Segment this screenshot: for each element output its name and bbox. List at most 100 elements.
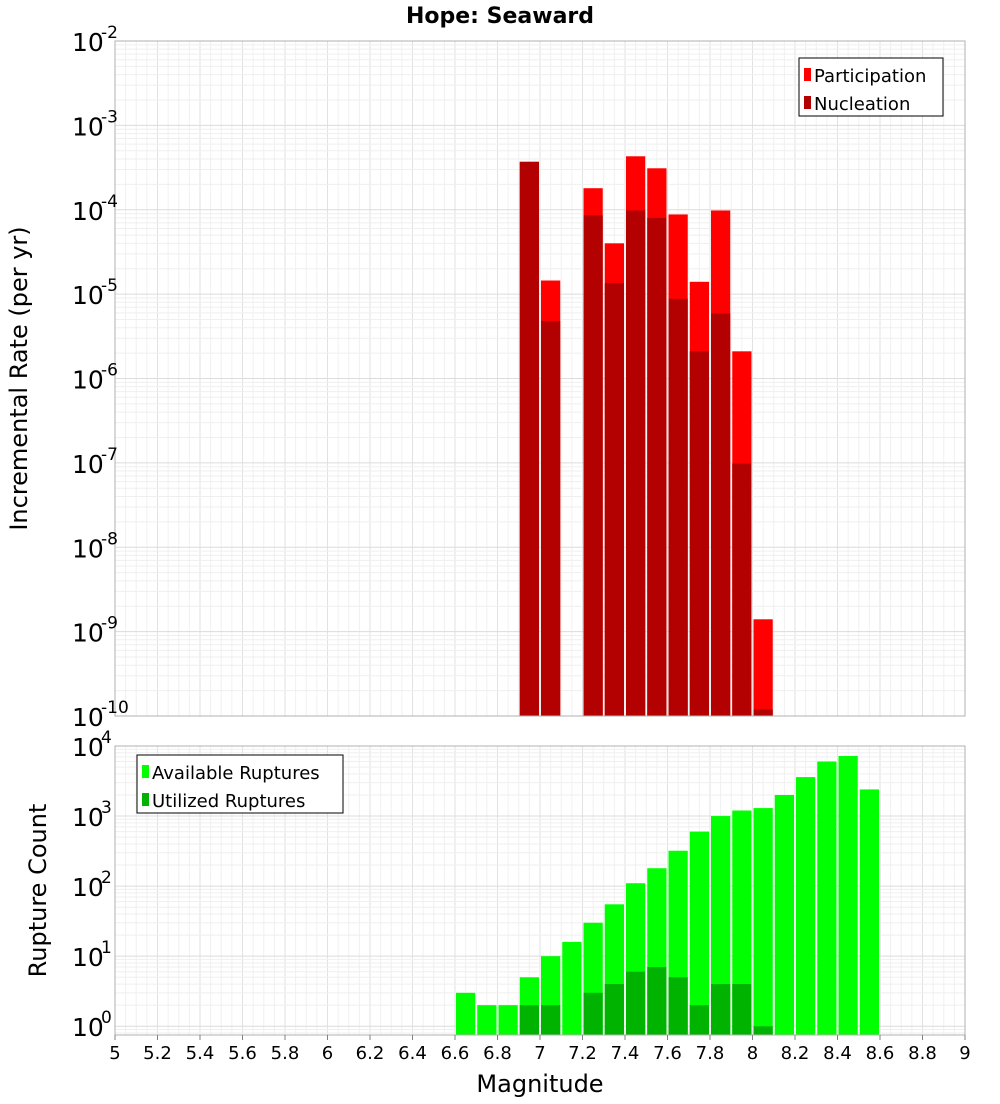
y-tick-base: 10 bbox=[72, 733, 104, 762]
top-plot-frame bbox=[114, 40, 966, 717]
rate-y-tick-label: 10-3 bbox=[72, 107, 118, 141]
x-tick-label: 9 bbox=[959, 1043, 970, 1064]
y-tick-base: 10 bbox=[72, 534, 104, 563]
count-bar bbox=[711, 816, 731, 1035]
x-tick-label: 7.8 bbox=[696, 1043, 725, 1064]
rate-bar bbox=[583, 215, 603, 717]
y-tick-exponent: 0 bbox=[101, 1008, 112, 1028]
count-bar bbox=[859, 789, 879, 1035]
rate-bar bbox=[604, 283, 624, 716]
legend-swatch bbox=[142, 765, 149, 778]
count-series-primary bbox=[456, 755, 879, 1035]
x-tick-label: 5 bbox=[109, 1043, 120, 1064]
y-tick-base: 10 bbox=[72, 281, 104, 310]
count-bar bbox=[668, 977, 688, 1035]
count-bar bbox=[732, 810, 752, 1035]
count-bar bbox=[732, 984, 752, 1035]
x-tick-label: 6.2 bbox=[356, 1043, 385, 1064]
rate-y-tick-label: 10-4 bbox=[72, 192, 118, 226]
rate-y-tick-label: 10-9 bbox=[72, 614, 118, 648]
x-tick-label: 8.2 bbox=[781, 1043, 810, 1064]
x-tick-label: 6.8 bbox=[483, 1043, 512, 1064]
count-bar bbox=[626, 971, 646, 1035]
rate-bar bbox=[689, 351, 709, 716]
rate-series-secondary bbox=[519, 161, 773, 717]
legend-label: Utilized Ruptures bbox=[152, 791, 305, 812]
count-bar bbox=[796, 777, 816, 1035]
x-axis-ticks: 5 5.2 5.4 5.6 5.8 6 6.2 6.4 6.6 6.8 7 7.2 7.4 7.6 7.8 8… bbox=[109, 1035, 971, 1064]
legend-box bbox=[798, 57, 944, 117]
count-bar bbox=[753, 808, 773, 1035]
x-tick-label: 5.2 bbox=[143, 1043, 172, 1064]
count-bar bbox=[838, 755, 858, 1035]
y-tick-exponent: 3 bbox=[101, 798, 112, 818]
y-tick-exponent: 1 bbox=[101, 938, 112, 958]
count-y-tick-label: 104 bbox=[72, 728, 112, 762]
y-tick-exponent: -2 bbox=[101, 23, 118, 43]
legend-label: Participation bbox=[814, 66, 926, 87]
count-bar bbox=[562, 941, 582, 1035]
y-tick-base: 10 bbox=[72, 197, 104, 226]
y-axis-label-bottom: Rupture Count bbox=[24, 804, 52, 978]
rate-y-tick-label: 10-10 bbox=[72, 698, 129, 732]
rate-y-tick-label: 10-2 bbox=[72, 23, 118, 57]
rate-bar bbox=[519, 161, 539, 716]
y-tick-base: 10 bbox=[72, 703, 104, 732]
top-legend: Participation Nucleation bbox=[798, 57, 944, 117]
count-bar bbox=[477, 1005, 497, 1035]
y-tick-base: 10 bbox=[72, 1013, 104, 1042]
bottom-legend: Available Ruptures Utilized Ruptures bbox=[136, 754, 344, 814]
count-y-tick-label: 102 bbox=[72, 868, 112, 902]
rate-y-tick-label: 10-7 bbox=[72, 445, 118, 479]
x-tick-label: 5.6 bbox=[228, 1043, 257, 1064]
x-tick-label: 7.6 bbox=[653, 1043, 682, 1064]
y-tick-base: 10 bbox=[72, 943, 104, 972]
legend-swatch bbox=[804, 96, 811, 109]
count-bar bbox=[583, 992, 603, 1035]
y-tick-exponent: -7 bbox=[101, 445, 118, 465]
legend-box bbox=[136, 754, 344, 814]
x-axis-label: Magnitude bbox=[476, 1070, 603, 1098]
legend-swatch bbox=[804, 68, 811, 81]
rate-y-tick-label: 10-5 bbox=[72, 276, 118, 310]
y-tick-exponent: -9 bbox=[101, 614, 118, 634]
count-bar bbox=[689, 1005, 709, 1035]
count-bar bbox=[604, 984, 624, 1035]
legend-swatch bbox=[142, 793, 149, 806]
x-tick-label: 8.6 bbox=[866, 1043, 895, 1064]
rate-bar bbox=[541, 321, 561, 716]
count-y-tick-label: 101 bbox=[72, 938, 112, 972]
x-tick-label: 7.4 bbox=[611, 1043, 640, 1064]
count-bar bbox=[456, 992, 476, 1035]
count-bar bbox=[689, 831, 709, 1035]
y-tick-base: 10 bbox=[72, 366, 104, 395]
y-tick-base: 10 bbox=[72, 619, 104, 648]
legend-label: Nucleation bbox=[814, 94, 910, 115]
count-y-tick-label: 103 bbox=[72, 798, 112, 832]
rate-bar bbox=[753, 709, 773, 716]
rate-bar bbox=[732, 463, 752, 716]
x-tick-label: 8.8 bbox=[908, 1043, 937, 1064]
y-axis-label-top: Incremental Rate (per yr) bbox=[5, 226, 33, 530]
rate-bar bbox=[753, 619, 773, 716]
x-tick-label: 6.4 bbox=[398, 1043, 427, 1064]
chart-title: Hope: Seaward bbox=[406, 4, 594, 29]
count-bar bbox=[753, 1026, 773, 1035]
x-tick-label: 5.4 bbox=[186, 1043, 215, 1064]
rate-bar bbox=[626, 210, 646, 716]
y-tick-base: 10 bbox=[72, 450, 104, 479]
rate-bar bbox=[711, 313, 731, 716]
y-tick-base: 10 bbox=[72, 112, 104, 141]
count-bar bbox=[498, 1005, 518, 1035]
x-tick-label: 6.6 bbox=[441, 1043, 470, 1064]
x-tick-label: 7 bbox=[534, 1043, 545, 1064]
x-tick-label: 5.8 bbox=[271, 1043, 300, 1064]
x-tick-label: 8 bbox=[747, 1043, 758, 1064]
y-tick-exponent: -6 bbox=[101, 361, 118, 381]
count-y-tick-label: 100 bbox=[72, 1008, 112, 1042]
count-bar bbox=[711, 984, 731, 1035]
y-tick-exponent: -3 bbox=[101, 107, 118, 127]
rate-y-tick-label: 10-8 bbox=[72, 529, 118, 563]
